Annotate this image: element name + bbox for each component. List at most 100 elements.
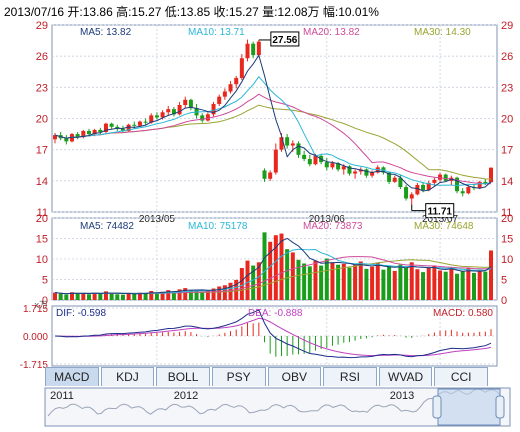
overview-sparkline — [47, 388, 501, 417]
volume-bar — [285, 249, 290, 300]
tab-obv[interactable]: OBV — [267, 367, 322, 386]
candle-body — [336, 163, 341, 170]
volume-bar — [489, 250, 493, 300]
macd-tick: -1.715 — [20, 360, 49, 371]
price-tick-left: 11 — [37, 207, 48, 219]
candle-body — [92, 129, 97, 135]
volume-bar — [205, 290, 210, 300]
volume-bar — [143, 293, 148, 300]
volume-bar — [64, 294, 69, 300]
overview-year-label: 2011 — [50, 390, 74, 402]
candle-body — [177, 104, 182, 115]
volume-bar — [273, 235, 278, 300]
candle-body — [53, 135, 57, 140]
candle-body — [432, 179, 437, 183]
price-tick-left: 17 — [36, 145, 48, 157]
candle-body — [421, 184, 426, 191]
volume-bar — [115, 294, 120, 300]
macd-tick: 0.000 — [23, 332, 48, 343]
candle-body — [279, 137, 284, 150]
date-label: 2013/07 — [422, 214, 459, 225]
volume-ma-label: MA10: 75178 — [188, 221, 248, 232]
candle-body — [353, 171, 358, 174]
volume-bar — [421, 272, 426, 300]
candle-body — [200, 115, 205, 121]
candle-body — [251, 43, 256, 56]
candle-body — [404, 187, 409, 199]
volume-bar — [58, 293, 63, 300]
tab-macd[interactable]: MACD — [45, 367, 99, 386]
volume-bar — [222, 285, 227, 300]
candle-body — [455, 177, 460, 192]
tab-rsi[interactable]: RSI — [323, 367, 377, 386]
volume-bar — [381, 269, 386, 300]
candle-body — [466, 187, 471, 194]
price-tick-right: 26 — [501, 51, 513, 63]
overview-left-handle[interactable] — [432, 395, 442, 419]
volume-bar — [455, 273, 460, 300]
candle-body — [166, 109, 171, 113]
candle-body — [290, 143, 295, 146]
candle-body — [426, 182, 431, 191]
candle-body — [137, 121, 142, 126]
tab-kdj[interactable]: KDJ — [100, 367, 155, 386]
ma20-line — [54, 93, 491, 185]
tab-cci[interactable]: CCI — [434, 367, 488, 386]
candle-body — [188, 99, 193, 109]
volume-bar — [183, 288, 188, 300]
volume-bar — [194, 289, 199, 300]
candle-body — [239, 58, 244, 78]
price-ma-label: MA5: 13.82 — [80, 27, 132, 38]
high-annotation: 27.56 — [272, 35, 297, 46]
volume-bar — [426, 267, 431, 300]
volume-bar — [81, 293, 86, 300]
candle-body — [302, 154, 307, 160]
volume-bar — [126, 293, 131, 300]
price-tick-left: 14 — [36, 176, 48, 188]
candle-body — [324, 162, 329, 168]
volume-bar — [324, 258, 329, 300]
candle-body — [387, 172, 392, 182]
volume-bar — [120, 294, 125, 300]
candle-body — [143, 121, 148, 123]
volume-bar — [103, 291, 108, 300]
tab-psy[interactable]: PSY — [211, 367, 266, 386]
dif-line — [54, 309, 492, 359]
volume-bar — [336, 264, 341, 300]
volume-bar — [251, 265, 256, 300]
candle-body — [392, 177, 397, 182]
volume-bar — [75, 293, 80, 300]
volume-bar — [443, 271, 448, 300]
tab-boll[interactable]: BOLL — [156, 367, 210, 386]
candle-body — [154, 115, 159, 118]
candle-body — [415, 184, 420, 195]
volume-bar — [404, 268, 409, 300]
volume-bar — [53, 292, 57, 300]
candle-body — [370, 172, 375, 176]
candle-body — [483, 181, 488, 184]
volume-bar — [438, 270, 443, 300]
volume-bar — [154, 293, 159, 300]
candle-body — [132, 124, 137, 126]
volume-bar — [171, 292, 176, 300]
dea-label: DEA: -0.888 — [248, 308, 303, 319]
candle-body — [273, 149, 278, 173]
volume-bar — [347, 267, 352, 300]
volume-bar — [92, 292, 97, 300]
overview-right-handle[interactable] — [495, 395, 505, 419]
candle-body — [69, 134, 74, 142]
price-ma-label: MA30: 14.30 — [414, 27, 471, 38]
volume-bar — [415, 269, 420, 300]
volume-bar — [200, 291, 205, 300]
candle-body — [262, 170, 267, 179]
volume-bar — [358, 261, 363, 300]
volume-ma-label: MA20: 73873 — [303, 221, 363, 232]
volume-ma-label: MA30: 74648 — [414, 221, 474, 232]
volume-unit: x万 — [34, 300, 48, 310]
volume-tick-left: 20 — [36, 213, 48, 225]
volume-bar — [319, 265, 324, 300]
candle-body — [268, 172, 273, 179]
tab-wvad[interactable]: WVAD — [378, 367, 433, 386]
volume-bar — [268, 241, 273, 300]
